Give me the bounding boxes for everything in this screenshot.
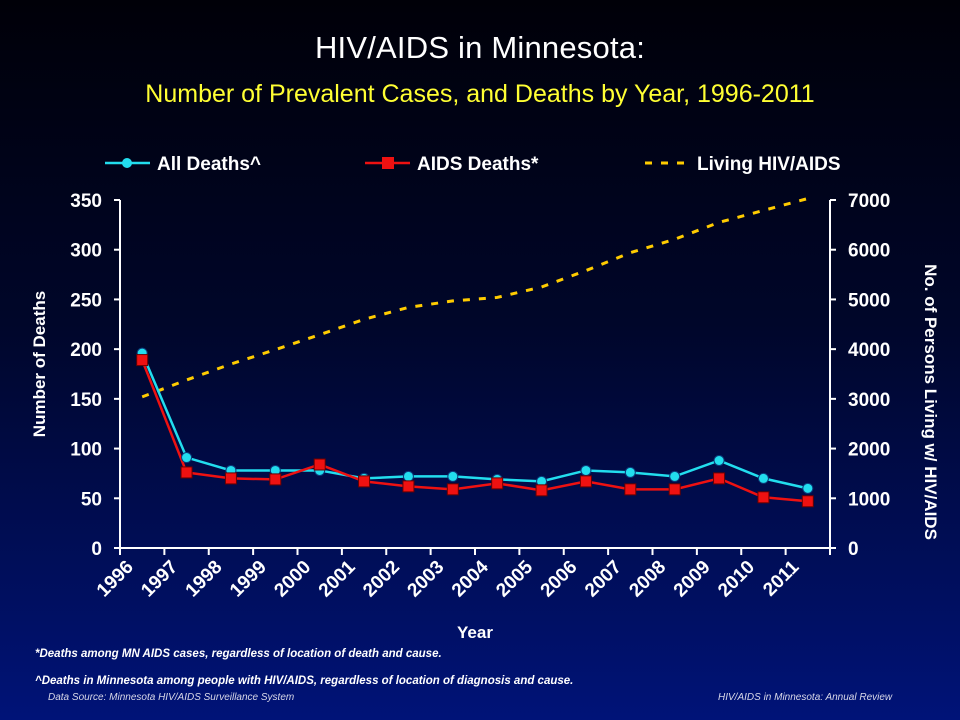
y-tick-label-right: 4000 (848, 340, 890, 361)
all-deaths-point (181, 452, 193, 464)
data-source-value: Minnesota HIV/AIDS Surveillance System (109, 692, 295, 703)
aids-deaths-line (141, 359, 808, 503)
all-deaths-point (669, 470, 681, 482)
x-tick-label: 2000 (270, 557, 315, 602)
aids-deaths-point (491, 477, 504, 490)
data-source-prefix: Data Source: (48, 692, 110, 703)
x-tick-label: 1998 (182, 557, 227, 602)
y-tick-label-left: 250 (70, 290, 102, 311)
x-tick-label: 1997 (137, 557, 182, 602)
x-axis-title: Year (457, 623, 493, 642)
all-deaths-point (713, 455, 725, 467)
x-tick-label: 2006 (537, 557, 582, 602)
all-deaths-point (802, 482, 814, 494)
report-name: HIV/AIDS in Minnesota: Annual Review (718, 692, 893, 703)
y-tick-label-left: 0 (91, 539, 102, 560)
x-tick-label: 2001 (315, 556, 360, 601)
aids-deaths-point (713, 472, 726, 485)
legend-all-deaths-marker (122, 158, 132, 168)
legend-aids-deaths-label: AIDS Deaths* (417, 154, 539, 175)
legend-aids-deaths-marker (382, 157, 394, 169)
x-tick-label: 2009 (670, 557, 715, 602)
footnote-all-deaths: ^Deaths in Minnesota among people with H… (35, 675, 574, 687)
y-tick-label-right: 1000 (848, 489, 890, 510)
y-tick-label-right: 5000 (848, 290, 890, 311)
all-deaths-point (447, 470, 459, 482)
aids-deaths-point (358, 475, 371, 488)
x-tick-label: 2010 (714, 557, 759, 602)
x-tick-label: 1999 (226, 557, 271, 602)
aids-deaths-point (801, 495, 814, 508)
y-tick-label-right: 3000 (848, 390, 890, 411)
legend-living-label: Living HIV/AIDS (697, 154, 841, 175)
all-deaths-point (580, 464, 592, 476)
aids-deaths-point (313, 458, 326, 471)
all-deaths-point (624, 466, 636, 478)
x-tick-label: 2007 (581, 557, 626, 602)
y-tick-label-right: 7000 (848, 191, 890, 212)
legend-all-deaths-label: All Deaths^ (157, 154, 261, 175)
aids-deaths-point (624, 483, 637, 496)
data-source: Data Source: Minnesota HIV/AIDS Surveill… (48, 692, 294, 703)
aids-deaths-point (224, 472, 237, 485)
x-tick-label: 2004 (448, 556, 493, 601)
chart-subtitle: Number of Prevalent Cases, and Deaths by… (145, 80, 815, 108)
y-tick-label-left: 100 (70, 440, 102, 461)
axes: 0 50 100 150 200 250 300 350 0 1000 2000 3000 4000 50… (30, 191, 940, 642)
y-tick-label-left: 200 (70, 340, 102, 361)
aids-deaths-point (269, 473, 282, 486)
y-tick-label-right: 0 (848, 539, 859, 560)
aids-deaths-point (402, 480, 415, 493)
chart-title: HIV/AIDS in Minnesota: (314, 30, 646, 65)
aids-deaths-point (757, 491, 770, 504)
all-deaths-point (757, 472, 769, 484)
x-tick-label: 2002 (359, 557, 404, 602)
series-layer (136, 197, 814, 508)
footnote-aids-deaths: *Deaths among MN AIDS cases, regardless … (35, 648, 442, 660)
y-tick-label-left: 50 (81, 489, 102, 510)
y-axis-title-right: No. of Persons Living w/ HIV/AIDS (921, 264, 940, 540)
aids-deaths-point (136, 354, 149, 367)
living-hiv-aids-line (141, 197, 809, 399)
aids-deaths-point (579, 475, 592, 488)
x-tick-label: 1996 (93, 557, 138, 602)
x-tick-label: 2008 (625, 557, 670, 602)
y-tick-label-right: 6000 (848, 241, 890, 262)
legend: All Deaths^ AIDS Deaths* Living HIV/AIDS (105, 154, 841, 175)
aids-deaths-point (446, 483, 459, 496)
x-tick-label: 2005 (492, 556, 537, 601)
aids-deaths-point (535, 484, 548, 497)
y-tick-label-left: 300 (70, 241, 102, 262)
y-tick-label-left: 350 (70, 191, 102, 212)
aids-deaths-point (180, 466, 193, 479)
x-tick-label: 2003 (404, 557, 449, 602)
y-tick-label-left: 150 (70, 390, 102, 411)
x-tick-label: 2011 (759, 556, 803, 600)
all-deaths-point (402, 470, 414, 482)
y-axis-title-left: Number of Deaths (30, 291, 49, 437)
aids-deaths-point (668, 483, 681, 496)
all-deaths-line (141, 352, 809, 490)
y-tick-label-right: 2000 (848, 440, 890, 461)
